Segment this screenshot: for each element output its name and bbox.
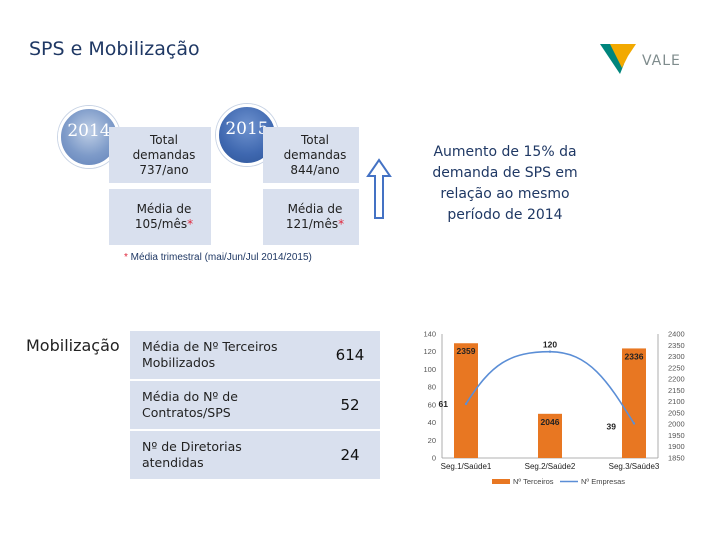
total-demand-2015-line3: 844/ano [290,162,340,177]
page-title: SPS e Mobilização [29,38,200,60]
bar-data-label: 2336 [625,351,644,361]
category-label: Seg.3/Saúde3 [609,462,660,471]
mobilization-row: Média do Nº de Contratos/SPS 52 [130,381,380,429]
right-tick-label: 2050 [668,408,685,417]
right-tick-label: 2150 [668,386,685,395]
year-2015-label: 2015 [225,119,269,139]
line-data-label: 61 [439,399,449,409]
left-tick-label: 60 [428,400,436,409]
year-2015-circle: 2015 [216,104,278,166]
left-tick-label: 120 [423,347,436,356]
right-tick-label: 2300 [668,352,685,361]
legend-label-line: Nº Empresas [581,477,625,486]
total-demand-2014-line2: demandas [132,147,196,162]
combo-chart: 0 20 40 60 80 100 120 140 1850 1900 1950 2000 2050 21… [400,322,706,498]
logo-text: VALE [642,53,681,69]
mobilization-row-value: 52 [340,396,360,414]
left-tick-label: 80 [428,383,436,392]
category-label: Seg.1/Saúde1 [441,462,492,471]
line-point [464,402,468,406]
legend-swatch-bar [492,479,510,484]
bar-data-label: 2359 [457,346,476,356]
right-tick-label: 1950 [668,431,685,440]
right-tick-label: 2250 [668,363,685,372]
footnote: * Média trimestral (mai/Jun/Jul 2014/201… [124,252,312,263]
line-point [632,422,636,425]
vale-logo-icon [600,44,636,74]
line-data-label: 120 [543,340,557,350]
mobilization-row-label: Média do Nº de Contratos/SPS [142,389,238,420]
footnote-text: Média trimestral (mai/Jun/Jul 2014/2015) [127,252,312,263]
mobilization-row: Média de Nº Terceiros Mobilizados 614 [130,331,380,379]
monthly-avg-2014-line2: 105/mês [134,217,188,231]
mobilization-row-value: 614 [335,346,365,364]
left-tick-label: 0 [432,454,436,463]
right-tick-label: 2350 [668,341,685,350]
right-tick-label: 2000 [668,420,685,429]
line-data-label: 39 [607,421,617,431]
bar-mark [622,348,646,458]
right-tick-label: 1900 [668,442,685,451]
monthly-avg-2015: Média de 121/mês* [263,189,359,245]
bar-data-label: 2046 [541,417,560,427]
total-demand-2015-line2: demandas [283,147,347,162]
monthly-avg-2015-line1: Média de [287,202,343,216]
monthly-avg-2015-line2-wrap: 121/mês* [286,217,344,232]
line-point [548,350,552,353]
asterisk-2015: * [338,217,345,231]
left-tick-label: 100 [423,365,436,374]
monthly-avg-2014: Média de 105/mês* [109,189,211,245]
right-tick-label: 2200 [668,375,685,384]
monthly-avg-2014-line1: Média de [136,202,192,216]
monthly-avg-2015-line2: 121/mês [285,217,339,231]
asterisk-2014: * [187,217,194,231]
footnote-asterisk: * [124,252,128,263]
increase-note: Aumento de 15% da demanda de SPS em rela… [432,144,578,223]
right-tick-label: 2400 [668,330,685,339]
total-demand-2014-line1: Total [149,132,179,147]
right-tick-label: 2100 [668,397,685,406]
combo-chart-svg: 0 20 40 60 80 100 120 140 1850 1900 1950 2000 2050 21… [423,330,685,487]
total-demand-2014: Total demandas 737/ano [109,127,211,183]
mobilization-row-label: Nº de Diretorias atendidas [142,439,242,470]
up-arrow-icon [366,158,392,219]
mobilization-row-label: Média de Nº Terceiros Mobilizados [142,339,278,370]
bar-mark [454,343,478,458]
mobilization-row: Nº de Diretorias atendidas 24 [130,431,380,479]
total-demand-2015-line1: Total [300,132,330,147]
year-2014-label: 2014 [67,121,111,141]
right-tick-label: 1850 [668,454,685,463]
left-tick-label: 20 [428,436,436,445]
monthly-avg-2014-line2-wrap: 105/mês* [135,217,193,232]
category-label: Seg.2/Saúde2 [525,462,576,471]
left-tick-label: 140 [423,330,436,339]
left-tick-label: 40 [428,418,436,427]
total-demand-2014-line3: 737/ano [139,162,189,177]
mobilization-row-value: 24 [340,446,360,464]
bar-mark [538,413,562,458]
mobilization-label: Mobilização [26,336,120,355]
series-line [465,350,635,424]
total-demand-2015: Total demandas 844/ano [263,127,359,183]
legend-label-bar: Nº Terceiros [513,477,554,486]
